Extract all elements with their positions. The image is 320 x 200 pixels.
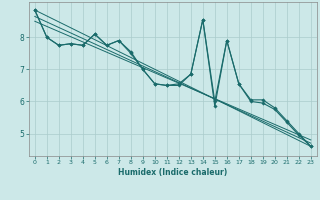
X-axis label: Humidex (Indice chaleur): Humidex (Indice chaleur) <box>118 168 228 177</box>
